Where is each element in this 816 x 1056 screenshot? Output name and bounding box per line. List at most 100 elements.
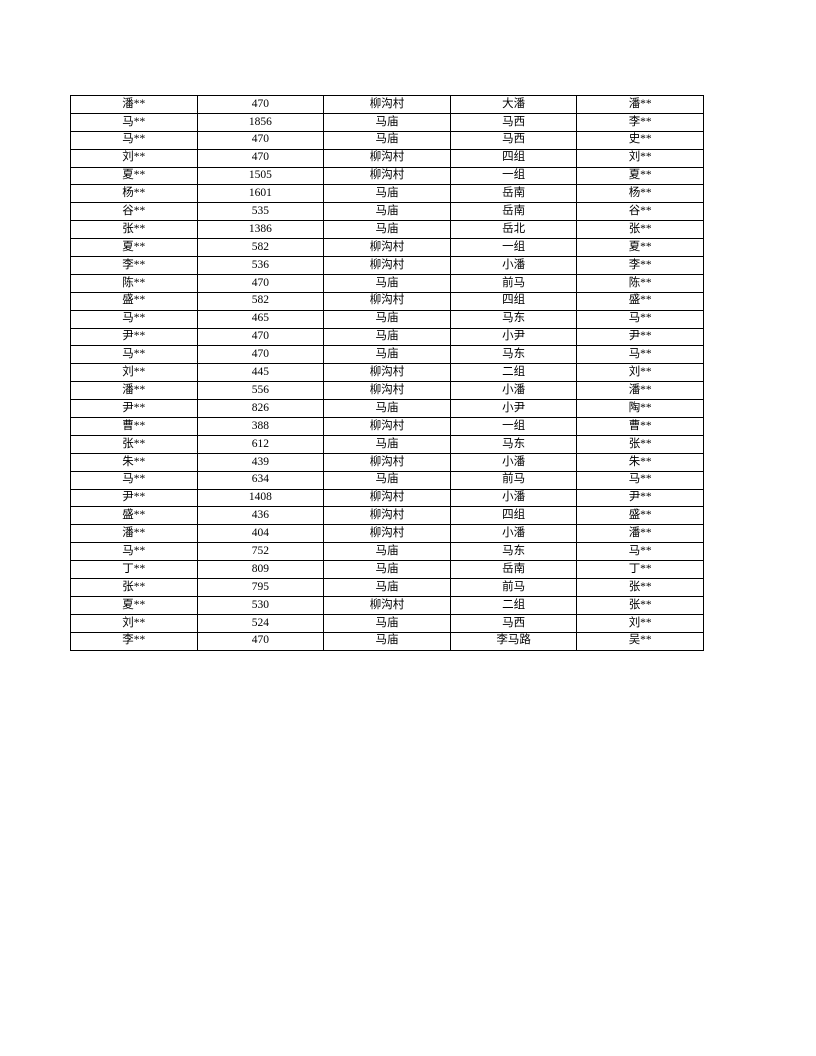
masked-name-cell: 张** (70, 220, 198, 240)
group-cell: 一组 (449, 417, 578, 436)
amount-cell: 1408 (196, 488, 325, 508)
group-cell: 小尹 (449, 399, 578, 419)
masked-name-2-cell: 盛** (576, 506, 704, 526)
group-cell: 岳北 (449, 220, 578, 240)
masked-name-2-cell: 刘** (576, 148, 704, 168)
table-row: 张** 1386 马庙 岳北 张** (70, 220, 704, 240)
group-cell: 一组 (449, 238, 578, 258)
table-row: 杨** 1601 马庙 岳南 杨** (70, 184, 704, 204)
table-row: 盛** 436 柳沟村 四组 盛** (70, 506, 704, 526)
amount-cell: 1601 (196, 184, 325, 204)
masked-name-2-cell: 夏** (576, 166, 704, 186)
masked-name-2-cell: 潘** (576, 95, 704, 114)
village-cell: 马庙 (323, 399, 451, 419)
masked-name-cell: 尹** (70, 327, 198, 347)
village-cell: 柳沟村 (323, 488, 451, 508)
group-cell: 四组 (449, 148, 578, 168)
masked-name-2-cell: 张** (576, 595, 704, 615)
masked-name-cell: 曹** (70, 417, 198, 436)
amount-cell: 612 (196, 434, 325, 454)
masked-name-2-cell: 陈** (576, 273, 704, 293)
masked-name-cell: 尹** (70, 399, 198, 419)
village-cell: 柳沟村 (323, 452, 451, 472)
group-cell: 前马 (449, 578, 578, 597)
amount-cell: 1505 (196, 166, 325, 186)
table-row: 马** 465 马庙 马东 马** (70, 309, 704, 329)
village-cell: 柳沟村 (323, 95, 451, 114)
amount-cell: 470 (196, 631, 325, 651)
amount-cell: 809 (196, 560, 325, 580)
village-cell: 马庙 (323, 470, 451, 490)
village-cell: 柳沟村 (323, 524, 451, 544)
table-row: 马** 470 马庙 马东 马** (70, 345, 704, 365)
masked-name-2-cell: 尹** (576, 488, 704, 508)
masked-name-2-cell: 潘** (576, 381, 704, 401)
amount-cell: 1856 (196, 112, 325, 132)
masked-name-2-cell: 马** (576, 309, 704, 329)
masked-name-cell: 潘** (70, 95, 198, 114)
table-row: 马** 470 马庙 马西 史** (70, 130, 704, 150)
masked-name-cell: 夏** (70, 595, 198, 615)
table-row: 曹** 388 柳沟村 一组 曹** (70, 417, 704, 436)
village-cell: 柳沟村 (323, 381, 451, 401)
table-row: 朱** 439 柳沟村 小潘 朱** (70, 452, 704, 472)
group-cell: 马西 (449, 112, 578, 132)
table-row: 谷** 535 马庙 岳南 谷** (70, 202, 704, 222)
masked-name-cell: 盛** (70, 291, 198, 311)
group-cell: 四组 (449, 291, 578, 311)
amount-cell: 535 (196, 202, 325, 222)
amount-cell: 465 (196, 309, 325, 329)
table-row: 张** 612 马庙 马东 张** (70, 434, 704, 454)
masked-name-cell: 马** (70, 470, 198, 490)
group-cell: 岳南 (449, 184, 578, 204)
group-cell: 前马 (449, 470, 578, 490)
masked-name-cell: 马** (70, 309, 198, 329)
masked-name-2-cell: 李** (576, 256, 704, 275)
masked-name-2-cell: 张** (576, 220, 704, 240)
group-cell: 马东 (449, 309, 578, 329)
masked-name-cell: 刘** (70, 148, 198, 168)
masked-name-2-cell: 马** (576, 345, 704, 365)
amount-cell: 404 (196, 524, 325, 544)
amount-cell: 470 (196, 130, 325, 150)
village-cell: 马庙 (323, 631, 451, 651)
masked-name-cell: 尹** (70, 488, 198, 508)
masked-name-cell: 李** (70, 631, 198, 651)
group-cell: 一组 (449, 166, 578, 186)
amount-cell: 524 (196, 613, 325, 633)
amount-cell: 826 (196, 399, 325, 419)
table-row: 张** 795 马庙 前马 张** (70, 578, 704, 597)
village-cell: 马庙 (323, 345, 451, 365)
amount-cell: 582 (196, 291, 325, 311)
group-cell: 岳南 (449, 202, 578, 222)
amount-cell: 752 (196, 542, 325, 562)
masked-name-cell: 潘** (70, 381, 198, 401)
amount-cell: 470 (196, 95, 325, 114)
table-row: 尹** 826 马庙 小尹 陶** (70, 399, 704, 419)
group-cell: 小潘 (449, 256, 578, 275)
group-cell: 李马路 (449, 631, 578, 651)
amount-cell: 536 (196, 256, 325, 275)
group-cell: 马东 (449, 434, 578, 454)
table-row: 夏** 530 柳沟村 二组 张** (70, 595, 704, 615)
group-cell: 四组 (449, 506, 578, 526)
masked-name-cell: 杨** (70, 184, 198, 204)
masked-name-2-cell: 潘** (576, 524, 704, 544)
village-cell: 柳沟村 (323, 256, 451, 275)
masked-name-cell: 张** (70, 434, 198, 454)
village-cell: 马庙 (323, 613, 451, 633)
table-row: 刘** 445 柳沟村 二组 刘** (70, 363, 704, 383)
masked-name-2-cell: 夏** (576, 238, 704, 258)
masked-name-cell: 谷** (70, 202, 198, 222)
masked-name-2-cell: 盛** (576, 291, 704, 311)
group-cell: 二组 (449, 363, 578, 383)
amount-cell: 470 (196, 327, 325, 347)
group-cell: 二组 (449, 595, 578, 615)
village-cell: 马庙 (323, 434, 451, 454)
amount-cell: 1386 (196, 220, 325, 240)
table-row: 马** 1856 马庙 马西 李** (70, 112, 704, 132)
masked-name-2-cell: 史** (576, 130, 704, 150)
table-row: 马** 634 马庙 前马 马** (70, 470, 704, 490)
masked-name-2-cell: 马** (576, 542, 704, 562)
